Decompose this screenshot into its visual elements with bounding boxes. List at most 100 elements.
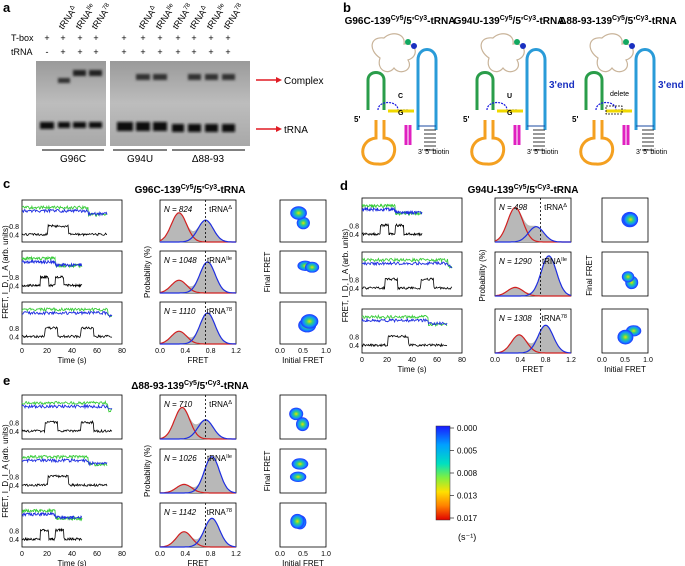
gel-sign-tbox: + <box>157 33 162 43</box>
fret-x-tick: 1.2 <box>566 357 576 364</box>
histogram-area <box>160 518 236 547</box>
fret-x-label: FRET <box>188 559 209 566</box>
tdp-x-tick: 0.0 <box>275 551 285 558</box>
biotin-label: 3' 5' biotin <box>636 149 667 156</box>
mutation-u: U <box>507 93 512 100</box>
gel-group-d88: Δ88-93 <box>192 154 225 165</box>
tdp-x-tick: 1.0 <box>321 348 331 355</box>
tdp-frame <box>279 199 327 243</box>
trace-tick-08: 0.8 <box>349 223 359 230</box>
tdp-cluster <box>300 314 319 329</box>
tdp-plot <box>279 199 327 243</box>
trace-x-tick: 0 <box>20 551 24 558</box>
gauss-high-fret <box>495 324 572 354</box>
trace-tick-04: 0.4 <box>9 483 19 490</box>
histogram-plot: N = 1290 tRNAIle <box>494 251 572 297</box>
trace-plot: 0.80.4 <box>9 502 123 548</box>
trace-acceptor <box>21 306 112 318</box>
tdp-plot <box>279 250 327 294</box>
biotin-label: 3' 5' biotin <box>527 149 558 156</box>
trace-x-tick: 40 <box>68 348 76 355</box>
trace-frame <box>21 448 123 494</box>
tdp-cluster <box>304 261 320 273</box>
trace-x-tick: 60 <box>433 357 441 364</box>
histogram-area <box>160 456 236 493</box>
panel-title: G94U-139Cy5/5'Cy3-tRNA <box>468 184 579 196</box>
tdp-y-label: Final FRET <box>585 255 594 296</box>
gel-group-g94u: G94U <box>127 154 153 165</box>
trace-donor <box>21 310 113 318</box>
trace-x-label: Time (s) <box>57 559 86 566</box>
colorbar-tick-label: 0.005 <box>457 447 478 456</box>
tdp-cluster <box>621 271 635 283</box>
tdp-cluster <box>296 417 310 432</box>
trace-x-tick: 80 <box>458 357 466 364</box>
gel-sign-tbox: + <box>60 33 65 43</box>
trace-frame <box>21 301 123 345</box>
histogram-plot: N = 1142 tRNA78 <box>159 502 237 548</box>
schematic-title: Δ88-93-139Cy5/5'Cy3-tRNA <box>559 15 677 27</box>
trace-x-label: Time (s) <box>57 356 86 365</box>
schematic-diagram: 5' 3' 5' biotin 3'end U G <box>463 33 575 166</box>
gel-sign-trna: + <box>175 47 180 57</box>
cy3-dot <box>411 43 417 49</box>
schematic-title: G94U-139Cy5/5'Cy3-tRNA <box>454 15 565 27</box>
mutation-g: G <box>507 110 513 117</box>
tbox-squiggle <box>371 33 416 73</box>
fret-x-tick: 0.4 <box>180 348 190 355</box>
histogram-plot: N = 498 tRNAΔ <box>494 197 572 243</box>
histogram-area <box>495 256 571 296</box>
delete-box <box>605 105 623 115</box>
magenta-stem <box>513 125 521 145</box>
tdp-cluster <box>290 513 305 529</box>
trace-plot: 0.80.4 <box>349 197 463 243</box>
cy5-dot <box>623 39 629 45</box>
tdp-plot <box>601 308 649 354</box>
trace-frame <box>21 250 123 294</box>
tdp-plot <box>601 197 649 243</box>
green-stem <box>366 71 386 110</box>
three-prime-end-label: 3'end <box>658 80 684 91</box>
histogram-trna-label: tRNA78 <box>207 307 232 316</box>
gel-panel: T-box tRNA + - + + + + + + + + + + + + + + + + + + + + tRNAΔt… <box>11 1 323 165</box>
histogram-area <box>495 207 571 242</box>
histogram-area <box>160 212 236 242</box>
gel-image-right <box>110 61 250 146</box>
histogram-trna-label: tRNAΔ <box>209 400 232 409</box>
histogram-trna-label: tRNAIle <box>542 257 567 266</box>
trace-tick-04: 0.4 <box>9 334 19 341</box>
histogram-plot: N = 1026 tRNAIle <box>159 448 237 494</box>
tdp-frame <box>279 394 327 440</box>
tdp-x-label: Initial FRET <box>282 356 324 365</box>
trna-blue <box>525 48 547 130</box>
tdp-frame <box>601 251 649 297</box>
histogram-n: N = 710 <box>164 400 193 409</box>
histogram-n: N = 1026 <box>164 454 197 463</box>
orange-loop <box>470 120 506 166</box>
trace-fret <box>21 527 83 542</box>
trace-x-tick: 60 <box>93 348 101 355</box>
tdp-cluster <box>290 206 307 220</box>
tdp-plot <box>279 394 327 440</box>
panel-title: G96C-139Cy5/5'Cy3-tRNA <box>135 184 246 196</box>
histogram-n: N = 1110 <box>164 307 196 316</box>
three-prime-end-label: 3'end <box>549 80 575 91</box>
tdp-cluster <box>623 212 639 227</box>
trace-tick-08: 0.8 <box>9 528 19 535</box>
trace-frame <box>21 502 123 548</box>
histogram-trna-label: tRNAΔ <box>209 205 232 214</box>
trace-tick-04: 0.4 <box>9 537 19 544</box>
tdp-frame <box>601 308 649 354</box>
orange-loop <box>361 120 397 166</box>
histogram-trna-label: tRNA78 <box>542 314 567 323</box>
trace-fret <box>21 274 83 289</box>
magenta-stem <box>622 125 630 145</box>
mutation-c: C <box>398 93 403 100</box>
gel-sign-tbox: + <box>44 33 49 43</box>
gel-column-labels: tRNAΔtRNAIletRNA78tRNAΔtRNAIletRNA78tRNA… <box>56 1 243 31</box>
tdp-x-tick: 0.0 <box>275 348 285 355</box>
five-prime-label: 5' <box>572 115 578 124</box>
trace-donor <box>21 511 82 520</box>
gel-signs: + - + + + + + + + + + + + + + + + + + + + + <box>44 33 230 57</box>
